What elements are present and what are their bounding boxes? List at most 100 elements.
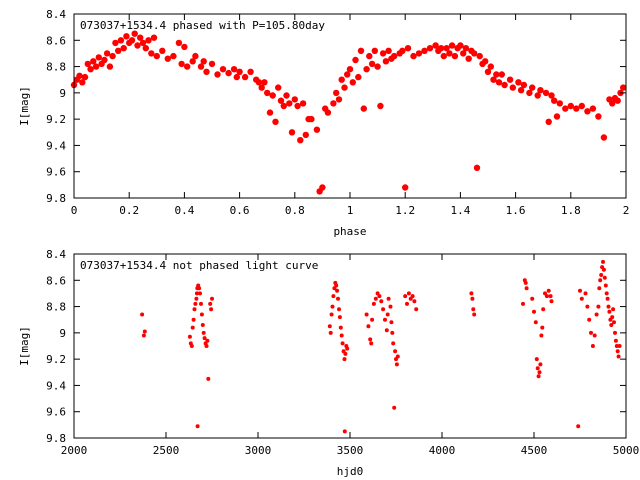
data-point	[553, 113, 561, 120]
data-point	[536, 374, 541, 379]
data-point	[609, 323, 614, 327]
data-point	[337, 315, 342, 320]
data-point	[219, 66, 227, 73]
data-point	[190, 325, 195, 330]
data-point	[345, 346, 350, 351]
data-point	[573, 105, 580, 112]
data-point	[148, 50, 155, 57]
data-point	[393, 349, 398, 354]
data-point	[399, 47, 406, 54]
data-point	[355, 73, 362, 81]
data-point	[241, 73, 249, 81]
data-point	[415, 50, 423, 57]
data-point	[535, 366, 540, 371]
data-point	[331, 294, 336, 299]
data-point	[208, 60, 216, 68]
data-point	[200, 58, 207, 65]
data-point	[585, 304, 590, 309]
data-point	[159, 47, 166, 54]
data-point	[604, 291, 609, 296]
data-point	[384, 328, 389, 333]
data-point	[471, 307, 476, 312]
data-point	[349, 79, 356, 86]
data-point	[209, 307, 214, 312]
data-point	[324, 109, 332, 116]
data-point	[410, 294, 415, 299]
y-tick-label: 8.8	[46, 61, 66, 74]
unphased-data-points	[140, 259, 622, 434]
y-tick-label: 9.4	[46, 379, 66, 392]
data-point	[534, 92, 541, 99]
data-point	[194, 291, 199, 296]
data-point	[600, 134, 608, 141]
data-point	[515, 79, 522, 86]
data-point	[90, 58, 97, 65]
data-point	[368, 60, 376, 68]
data-point	[184, 63, 191, 70]
data-point	[204, 344, 209, 348]
phased-light-curve-panel: 0 0.2 0.4 0.6 0.8 1 1.2 1.4 1.6 1.8 2 8.4 8.6 8.8 9 9.…	[18, 8, 629, 238]
data-point	[610, 315, 615, 320]
data-point	[192, 52, 199, 60]
data-point	[583, 291, 588, 296]
data-point	[343, 351, 348, 356]
data-point	[308, 115, 315, 123]
phased-x-axis-label: phase	[333, 225, 366, 238]
data-point	[339, 333, 344, 338]
data-point	[373, 296, 378, 301]
data-point	[335, 288, 340, 293]
data-point	[344, 71, 351, 78]
data-point	[465, 55, 472, 62]
data-point	[412, 299, 417, 304]
data-point	[340, 341, 345, 346]
data-point	[382, 58, 390, 65]
data-point	[487, 63, 494, 70]
data-point	[556, 100, 563, 107]
data-point	[379, 50, 387, 57]
unphased-light-curve-panel: 2000 2500 3000 3500 4000 4500 5000 8.4 8.6 8.8 9 9…	[18, 248, 639, 478]
data-point	[603, 283, 608, 288]
data-point	[178, 60, 185, 68]
data-point	[597, 286, 602, 291]
data-point	[233, 73, 240, 81]
data-point	[402, 184, 409, 191]
data-point	[414, 307, 419, 312]
data-point	[523, 280, 528, 285]
data-point	[601, 259, 605, 264]
data-point	[584, 108, 591, 115]
data-point	[426, 45, 434, 52]
y-tick-label: 8.8	[46, 301, 66, 314]
data-point	[338, 76, 345, 83]
unphased-y-axis-label: I[mag]	[18, 326, 31, 366]
data-point	[379, 299, 384, 304]
magnitude-axis-ticks: 8.4 8.6 8.8 9 9.2 9.4 9.6 9.8	[46, 248, 626, 445]
data-point	[195, 424, 200, 429]
data-point	[87, 66, 94, 73]
data-point	[546, 288, 551, 293]
data-point	[506, 76, 514, 83]
data-point	[592, 333, 597, 338]
x-tick-label: 1.4	[450, 204, 470, 217]
magnitude-axis-ticks: 8.4 8.6 8.8 9 9.2 9.4 9.6 9.8	[46, 8, 626, 205]
data-point	[333, 89, 340, 97]
data-point	[476, 52, 483, 60]
data-point	[617, 344, 622, 348]
data-point	[446, 50, 453, 57]
data-point	[386, 296, 391, 301]
data-point	[191, 317, 196, 322]
data-point	[266, 109, 274, 116]
data-point	[294, 102, 301, 110]
data-point	[199, 312, 204, 317]
data-point	[602, 275, 607, 280]
unphased-chart-title: 073037+1534.4 not phased light curve	[80, 259, 318, 272]
data-point	[532, 309, 536, 314]
data-point	[335, 96, 343, 103]
data-point	[590, 344, 595, 348]
data-point	[493, 71, 500, 78]
data-point	[370, 317, 375, 322]
data-point	[383, 317, 387, 322]
data-point	[437, 45, 445, 52]
data-point	[334, 283, 339, 288]
data-point	[123, 33, 130, 40]
data-point	[548, 294, 553, 299]
